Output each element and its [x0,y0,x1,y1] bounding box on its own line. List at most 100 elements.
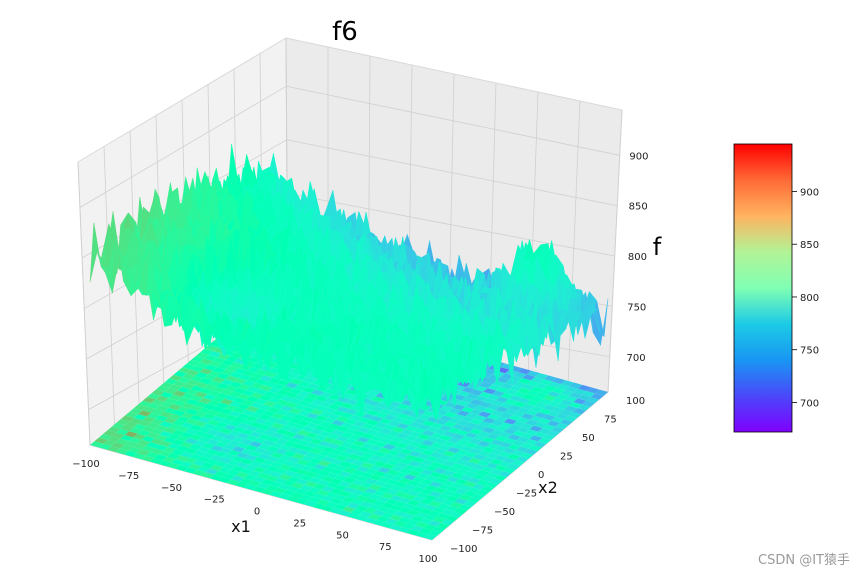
floor-cell [262,449,275,456]
floor-cell [451,462,465,469]
floor-cell [262,439,276,446]
floor-cell [274,477,288,484]
floor-cell [283,470,296,477]
floor-cell [489,458,503,465]
floor-cell [223,453,237,460]
floor-cell [141,436,155,443]
floor-cell [564,395,578,403]
floor-cell [425,436,439,443]
floor-cell [272,393,285,400]
floor-cell [452,404,466,411]
floor-cell [385,508,399,515]
floor-cell [278,483,292,490]
floor-cell [330,468,344,475]
floor-cell [149,457,163,464]
floor-cell [364,478,378,485]
floor-cell [340,402,354,409]
floor-cell [366,390,380,397]
floor-cell [220,388,234,396]
floor-cell [266,436,280,443]
floor-cell [402,493,416,500]
colorbar-tick-label: 850 [800,240,819,251]
floor-cell [412,466,426,473]
floor-cell [449,511,463,518]
floor-cell [279,454,293,461]
floor-cell [446,476,460,483]
floor-cell [288,437,302,444]
floor-cell [133,433,147,440]
floor-cell [370,425,384,432]
floor-cell [551,407,565,414]
floor-cell [504,389,518,396]
floor-cell [198,407,212,414]
floor-cell [330,449,344,456]
floor-cell [381,482,395,490]
floor-cell [167,452,181,459]
floor-cell [459,455,473,462]
floor-cell [293,414,306,421]
floor-cell [151,409,165,416]
floor-cell [499,412,513,419]
floor-cell [473,415,487,422]
floor-cell [507,463,520,470]
floor-cell [436,513,450,520]
floor-cell [164,407,177,414]
floor-cell [297,410,311,417]
floor-cell [218,467,232,474]
floor-cell [363,507,377,514]
floor-cell [413,427,427,434]
floor-cell [472,483,486,490]
floor-cell [284,421,298,428]
floor-cell [146,432,160,439]
floor-cell [180,451,194,458]
floor-cell [178,367,191,374]
floor-cell [102,439,116,447]
floor-cell [395,432,409,439]
floor-cell [261,469,275,476]
floor-cell [279,434,293,441]
floor-cell [387,430,401,437]
floor-cell [180,432,194,439]
floor-cell [246,376,260,383]
floor-cell [534,392,548,399]
floor-cell [351,499,365,506]
floor-cell [577,384,591,391]
floor-cell [376,506,390,513]
floor-cell [368,484,382,491]
floor-cell [202,413,216,420]
floor-cell [203,384,217,391]
floor-cell [186,359,200,366]
floor-cell [223,424,237,431]
floor-cell [133,443,146,450]
floor-cell [227,440,241,447]
x-tick-label: −50 [161,483,182,494]
floor-cell [257,463,271,470]
floor-cell [383,414,397,421]
floor-cell [347,473,361,480]
floor-cell [365,429,379,436]
floor-cell [435,419,448,426]
floor-cell [249,441,263,448]
z-tick-label: 700 [627,353,646,364]
floor-cell [331,429,345,436]
floor-cell [495,425,509,432]
floor-cell [215,412,229,419]
floor-cell [287,466,301,473]
floor-cell [163,417,177,424]
floor-cell [481,446,495,453]
floor-cell [521,403,535,410]
floor-cell [191,356,205,363]
floor-cell [516,446,530,453]
floor-cell [465,412,479,419]
floor-cell [223,434,237,441]
floor-cell [382,463,396,470]
floor-cell [444,401,457,408]
floor-cell [216,392,230,399]
floor-cell [530,406,543,413]
floor-cell [394,491,408,498]
floor-cell [322,437,336,444]
z-tick-labels: 700 750 800 850 900 [627,151,649,363]
floor-cell [467,477,481,484]
floor-cell [236,442,250,449]
floor-cell [198,427,211,434]
